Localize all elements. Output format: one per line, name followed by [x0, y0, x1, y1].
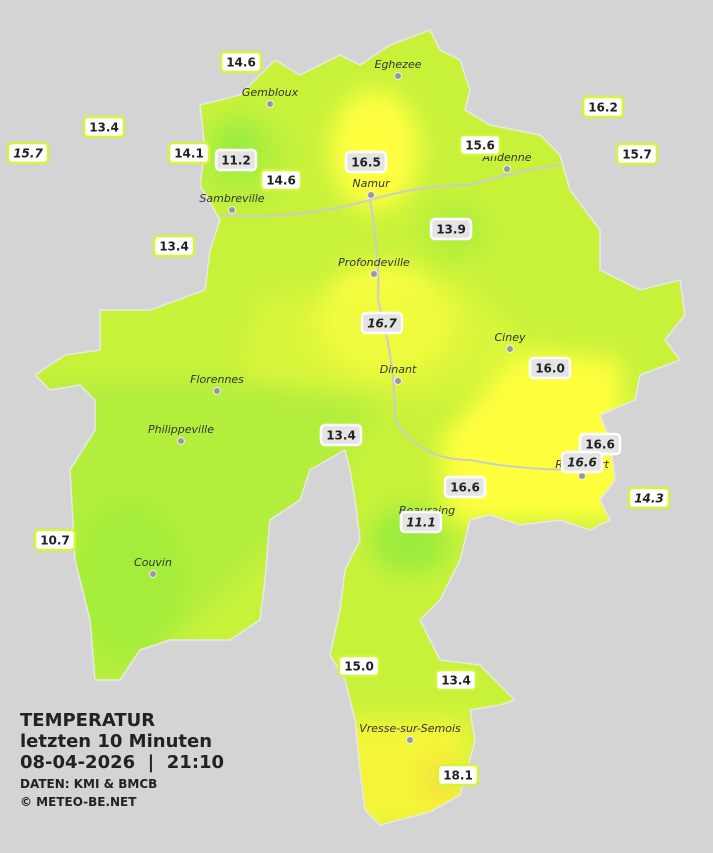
city-label: Eghezee	[375, 58, 422, 71]
station-value: 10.7	[40, 534, 70, 548]
labels: EghezeeGemblouxAndenneNamurSambrevillePr…	[6, 50, 671, 787]
station-badge	[344, 150, 388, 174]
station-badge	[627, 486, 671, 510]
station-badge	[443, 475, 487, 499]
timestamp: 08-04-2026 | 21:10	[20, 752, 225, 773]
station-badge	[319, 423, 363, 447]
station-value: 15.6	[465, 139, 495, 153]
station-badge	[429, 217, 473, 241]
station-value: 13.4	[441, 674, 471, 688]
city-dot	[149, 570, 157, 578]
city-label: Profondeville	[338, 256, 410, 269]
city-label: Florennes	[190, 373, 244, 386]
station-badge	[82, 115, 126, 139]
station-badge	[259, 168, 303, 192]
station-value: 16.6	[585, 438, 615, 452]
station-badge	[6, 141, 50, 165]
source: DATEN: KMI & BMCB	[20, 777, 158, 791]
station-value: 15.7	[622, 148, 652, 162]
station-value: 16.0	[535, 362, 565, 376]
city-dot	[394, 72, 402, 80]
station-badge	[214, 148, 258, 172]
city-dot	[503, 165, 511, 173]
station-badge	[528, 356, 572, 380]
city-dot	[578, 472, 586, 480]
station-value: 18.1	[443, 769, 473, 783]
station-value: 11.1	[406, 516, 436, 530]
city-dot	[266, 100, 274, 108]
station-badge	[458, 133, 502, 157]
station-badge	[615, 142, 659, 166]
city-dot	[506, 345, 514, 353]
station-badge	[560, 450, 604, 474]
city-dot	[367, 191, 375, 199]
station-badge	[167, 141, 211, 165]
city-dot	[370, 270, 378, 278]
station-value: 13.4	[89, 121, 119, 135]
station-badge	[152, 234, 196, 258]
city-dot	[394, 377, 402, 385]
city-label: Philippeville	[148, 423, 214, 436]
station-badge	[360, 311, 404, 335]
station-value: 14.6	[266, 174, 296, 188]
station-value: 16.7	[367, 317, 397, 331]
city-dot	[213, 387, 221, 395]
station-value: 11.2	[221, 154, 251, 168]
station-value: 13.9	[436, 223, 466, 237]
station-value: 14.6	[226, 56, 256, 70]
city-label: Ciney	[495, 331, 526, 344]
station-value: 13.4	[326, 429, 356, 443]
station-value: 14.1	[174, 147, 204, 161]
station-badge	[399, 510, 443, 534]
title: TEMPERATUR	[20, 710, 156, 731]
station-badge	[581, 95, 625, 119]
city-dot	[406, 736, 414, 744]
credit: © METEO-BE.NET	[20, 795, 137, 809]
station-value: 16.6	[450, 481, 480, 495]
city-label: Couvin	[134, 556, 172, 569]
station-value: 15.7	[13, 147, 43, 161]
city-label: Dinant	[380, 363, 417, 376]
station-badge	[33, 528, 77, 552]
city-label: Vresse-sur-Semois	[359, 722, 461, 735]
station-value: 16.5	[351, 156, 381, 170]
city-label: Namur	[352, 177, 391, 190]
info-block: TEMPERATUR letzten 10 Minuten 08-04-2026…	[20, 710, 224, 809]
station-badge	[436, 763, 480, 787]
station-value: 16.2	[588, 101, 618, 115]
city-dot	[228, 206, 236, 214]
station-value: 13.4	[159, 240, 189, 254]
subtitle: letzten 10 Minuten	[20, 731, 213, 752]
station-badge	[434, 668, 478, 692]
station-value: 14.3	[634, 492, 664, 506]
station-badge	[337, 654, 381, 678]
city-label: Gembloux	[242, 86, 299, 99]
station-value: 15.0	[344, 660, 374, 674]
station-badge	[219, 50, 263, 74]
city-dot	[177, 437, 185, 445]
city-label: Sambreville	[199, 192, 264, 205]
station-value: 16.6	[567, 456, 597, 470]
